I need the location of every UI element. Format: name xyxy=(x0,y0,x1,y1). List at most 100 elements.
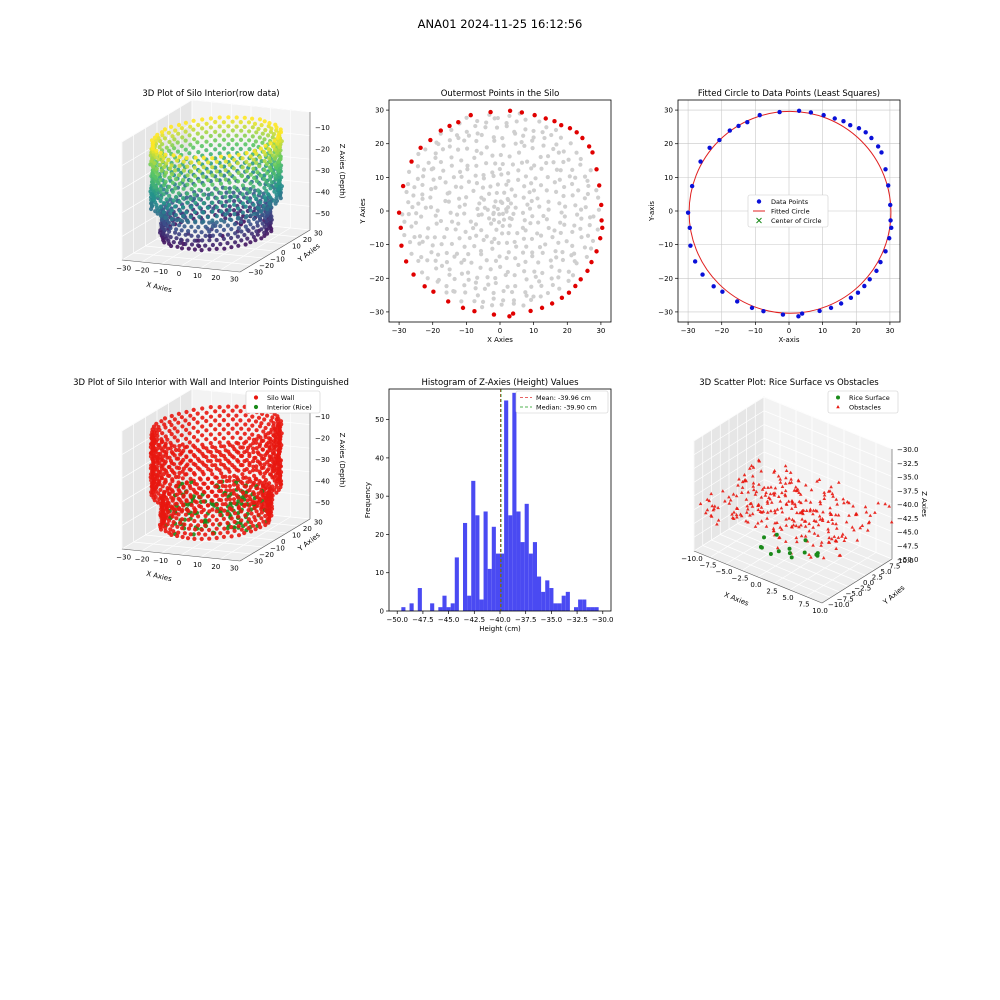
data-point xyxy=(223,159,228,164)
outer-point xyxy=(573,283,578,289)
obstacle-point xyxy=(760,487,765,491)
outer-point xyxy=(400,183,406,189)
data-point xyxy=(158,162,163,168)
obstacle-point xyxy=(815,509,819,513)
grid-line xyxy=(693,465,765,511)
data-point xyxy=(196,238,201,243)
interior-point xyxy=(545,175,550,180)
data-point xyxy=(189,178,194,183)
wall-point xyxy=(255,503,260,508)
data-point xyxy=(214,177,219,183)
data-point xyxy=(222,246,227,251)
wall-point xyxy=(174,516,179,521)
wall-point xyxy=(177,497,182,502)
data-point xyxy=(213,156,218,161)
data-point xyxy=(227,189,232,194)
wall-point xyxy=(242,431,247,436)
wall-point xyxy=(267,463,272,468)
data-point xyxy=(267,165,272,170)
interior-point xyxy=(530,138,535,143)
interior-point xyxy=(503,272,508,278)
obstacle-point xyxy=(779,506,784,510)
interior-point xyxy=(509,289,515,295)
interior-point xyxy=(444,284,449,289)
wall-point xyxy=(188,467,193,472)
y-tick-label: −30 xyxy=(658,308,673,316)
wall-point xyxy=(230,426,235,431)
obstacle-point xyxy=(790,501,795,505)
outer-point xyxy=(438,128,443,133)
data-point xyxy=(219,218,224,223)
y-axis-label: Y-axis xyxy=(648,201,656,222)
wall-point xyxy=(251,500,256,505)
data-point xyxy=(189,205,194,210)
interior-point xyxy=(491,290,496,296)
wall-point xyxy=(166,501,171,506)
grid-line xyxy=(191,412,311,425)
data-point xyxy=(270,153,276,158)
interior-point xyxy=(459,299,464,304)
obstacle-point xyxy=(866,528,870,532)
wall-point xyxy=(254,509,259,514)
wall-point xyxy=(240,453,245,459)
interior-point xyxy=(442,235,447,240)
x-tick-label: 20 xyxy=(563,327,572,335)
interior-point xyxy=(416,151,421,157)
wall-point xyxy=(270,493,275,498)
data-point xyxy=(173,204,178,209)
data-point xyxy=(152,197,157,202)
wall-point xyxy=(195,438,200,443)
interior-point xyxy=(434,221,439,226)
wall-point xyxy=(223,502,228,507)
interior-point xyxy=(512,273,517,278)
data-point xyxy=(262,167,267,172)
wall-point xyxy=(179,433,184,438)
data-point xyxy=(164,197,169,202)
obstacle-point xyxy=(797,479,801,483)
obstacle-point xyxy=(804,498,808,502)
wall-point xyxy=(247,461,252,466)
wall-point xyxy=(226,413,231,418)
interior-point xyxy=(447,267,452,272)
wall-point xyxy=(158,493,163,498)
obstacle-point xyxy=(735,515,739,519)
data-point xyxy=(256,188,261,193)
wall-point xyxy=(208,423,213,428)
interior-point xyxy=(516,168,521,173)
data-point xyxy=(264,179,269,185)
obstacle-point xyxy=(795,539,799,544)
histogram-bar xyxy=(504,400,509,611)
wall-point xyxy=(276,416,281,421)
obstacle-point xyxy=(751,465,756,469)
data-point xyxy=(233,231,238,236)
obstacle-point xyxy=(734,512,739,517)
panel-3d-wall-interior: 3D Plot of Silo Interior with Wall and I… xyxy=(73,378,349,583)
data-point xyxy=(240,183,245,188)
data-point xyxy=(253,188,258,193)
x-tick-label: −10.0 xyxy=(681,555,702,563)
y-tick-label: −30 xyxy=(369,308,384,316)
obstacle-point xyxy=(834,513,838,517)
z-tick-label: −40 xyxy=(315,477,330,485)
data-point xyxy=(273,183,278,188)
wall-point xyxy=(207,536,212,541)
data-point xyxy=(267,156,272,161)
x-tick-label: −30 xyxy=(392,327,407,335)
data-point xyxy=(251,166,256,171)
data-point xyxy=(278,192,283,198)
obstacle-point xyxy=(854,511,858,515)
wall-point xyxy=(229,534,234,539)
interior-point xyxy=(469,260,474,265)
interior-point xyxy=(513,193,518,198)
obstacle-point xyxy=(740,490,744,494)
grid-line xyxy=(121,99,193,143)
data-point xyxy=(258,155,263,160)
wall-point xyxy=(218,521,223,526)
wall-point xyxy=(176,480,181,485)
data-point xyxy=(244,214,249,219)
wall-point xyxy=(210,507,215,512)
obstacle-point xyxy=(812,531,817,535)
data-point xyxy=(262,137,267,142)
y-tick-label: 10 xyxy=(664,174,673,182)
data-point xyxy=(167,202,172,207)
